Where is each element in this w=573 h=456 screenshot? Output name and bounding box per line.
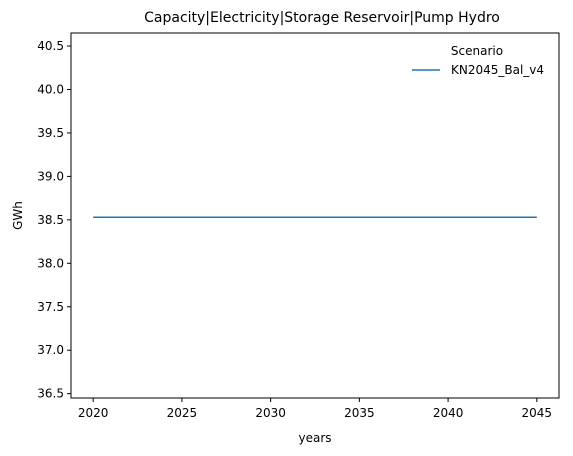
y-tick-label: 40.0 <box>37 82 64 96</box>
x-axis: 2020 2025 2030 2035 2040 2045 <box>78 398 552 420</box>
x-axis-title: years <box>298 431 331 445</box>
legend-label: KN2045_Bal_v4 <box>451 63 544 77</box>
y-tick-label: 37.0 <box>37 343 64 357</box>
legend-title: Scenario <box>451 44 503 58</box>
y-tick-label: 38.0 <box>37 256 64 270</box>
x-tick-label: 2030 <box>255 406 286 420</box>
legend: Scenario KN2045_Bal_v4 <box>412 44 544 77</box>
y-tick-label: 39.5 <box>37 126 64 140</box>
legend-items: KN2045_Bal_v4 <box>412 63 544 77</box>
chart-title: Capacity|Electricity|Storage Reservoir|P… <box>144 10 500 26</box>
x-tick-label: 2040 <box>433 406 464 420</box>
y-tick-label: 36.5 <box>37 387 64 401</box>
y-tick-label: 40.5 <box>37 39 64 53</box>
y-tick-label: 38.5 <box>37 213 64 227</box>
x-tick-label: 2020 <box>78 406 109 420</box>
plot-area <box>70 32 560 399</box>
x-tick-label: 2035 <box>344 406 375 420</box>
y-axis-title: GWh <box>11 201 25 230</box>
x-tick-label: 2025 <box>167 406 198 420</box>
y-tick-label: 39.0 <box>37 169 64 183</box>
y-tick-label: 37.5 <box>37 300 64 314</box>
y-axis: 36.5 37.0 37.5 38.0 38.5 39.0 39.5 40.0 40.5 <box>37 39 71 401</box>
x-tick-label: 2045 <box>522 406 553 420</box>
